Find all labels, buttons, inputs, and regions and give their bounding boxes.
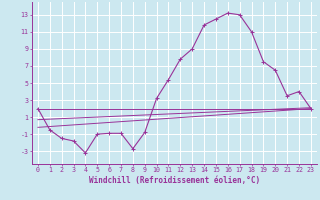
- X-axis label: Windchill (Refroidissement éolien,°C): Windchill (Refroidissement éolien,°C): [89, 176, 260, 185]
